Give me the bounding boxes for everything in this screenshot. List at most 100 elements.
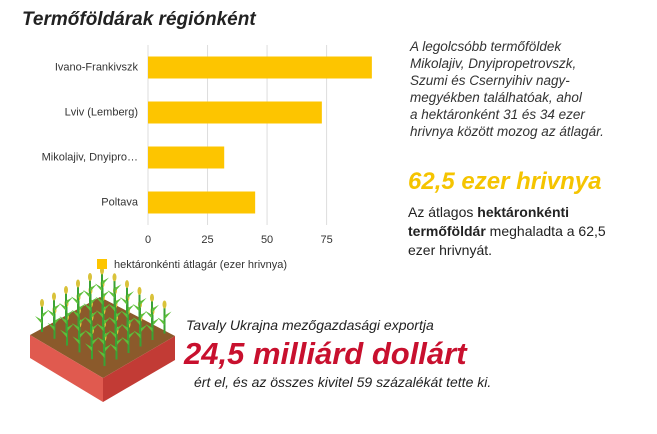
plant-leaf — [114, 284, 122, 293]
plant-leaf — [121, 323, 128, 332]
plant-leaf — [102, 277, 109, 286]
bold-text: hektáronkénti termőföldár — [408, 204, 570, 239]
plant-leaf — [72, 336, 80, 345]
plant-leaf — [91, 323, 99, 332]
plant-leaf — [109, 330, 116, 339]
plant-leaf — [103, 304, 110, 313]
plant-leaf — [96, 323, 104, 332]
plant-leaf — [47, 322, 55, 331]
plant-leaf — [164, 311, 172, 320]
plant-leaf — [128, 331, 136, 339]
plant-leaf — [79, 317, 86, 326]
plant-leaf — [104, 344, 112, 352]
plant-leaf — [145, 324, 153, 332]
plants — [35, 266, 172, 366]
plant-leaf — [116, 337, 124, 346]
plant-tip — [76, 279, 80, 288]
plant-leaf — [115, 310, 123, 319]
legend-swatch — [97, 259, 107, 269]
plant-tip — [112, 273, 117, 282]
plant-leaf — [139, 297, 147, 306]
x-tick-label: 25 — [201, 234, 213, 246]
plant-leaf — [96, 310, 103, 319]
note-line: a hektáronként 31 és 34 ezer — [410, 107, 585, 122]
bar — [148, 56, 372, 79]
plant-tip — [137, 286, 142, 295]
plant-leaf — [128, 317, 135, 326]
text: Az átlagos — [408, 204, 478, 220]
plant-leaf — [83, 290, 90, 298]
plant-leaf — [54, 316, 62, 325]
bar — [148, 101, 322, 124]
plant-leaf — [84, 329, 92, 338]
plant-tip — [162, 300, 167, 309]
plant-leaf — [132, 303, 140, 312]
x-tick-label: 50 — [261, 234, 273, 246]
y-tick-label: Mikolajiv, Dnyipro… — [42, 151, 138, 163]
note-line: A legolcsóbb termőföldek — [410, 39, 562, 54]
plant-leaf — [91, 310, 98, 319]
note-line: Szumi és Csernyihiv nagy- — [410, 73, 570, 88]
plant-leaf — [133, 330, 141, 339]
plant-tip — [88, 273, 92, 281]
plant-leaf — [78, 290, 85, 299]
footer-intro: Tavaly Ukrajna mezőgazdasági exportja — [186, 317, 434, 333]
plant-leaf — [71, 296, 78, 305]
plant-leaf — [90, 297, 98, 306]
description: Az átlagos hektáronkénti termőföldár meg… — [408, 203, 618, 260]
legend-label: hektáronkénti átlagár (ezer hrivnya) — [114, 259, 287, 271]
plant-leaf — [35, 316, 42, 324]
plant-leaf — [140, 311, 147, 320]
plant-leaf — [109, 343, 117, 352]
bar — [148, 191, 256, 214]
plant-leaf — [59, 316, 67, 325]
plant-leaf — [71, 309, 79, 318]
y-tick-label: Ivano-Frankivszk — [55, 61, 139, 73]
plant-leaf — [66, 310, 74, 319]
plant-tip — [125, 280, 129, 289]
plant-leaf — [115, 297, 122, 306]
plant-leaf — [103, 317, 111, 326]
bar — [148, 146, 225, 169]
plant-leaf — [59, 303, 66, 311]
chart-title: Termőföldárak régiónként — [22, 9, 256, 30]
plant-tip — [64, 286, 68, 294]
plant-leaf — [72, 323, 79, 332]
text: meghaladta a 62,5 ezer hrivnyát. — [408, 223, 606, 258]
plant-leaf — [78, 303, 86, 312]
note-line: megyékben találhatóak, ahol — [410, 90, 582, 105]
y-tick-label: Poltava — [101, 196, 139, 208]
plant-leaf — [116, 324, 123, 333]
plant-leaf — [47, 309, 54, 318]
plant-leaf — [67, 323, 74, 332]
plant-leaf — [108, 303, 115, 312]
plant-leaf — [152, 304, 159, 313]
plant-leaf — [83, 303, 91, 312]
plant-leaf — [120, 310, 128, 319]
y-tick-label: Lviv (Lemberg) — [65, 106, 138, 118]
plant-leaf — [121, 337, 129, 345]
note-line: Mikolajiv, Dnyipropetrovszk, — [410, 56, 577, 71]
plant-leaf — [84, 316, 91, 325]
plant-leaf — [85, 343, 92, 352]
plant-leaf — [157, 317, 165, 326]
plant-leaf — [107, 290, 115, 299]
plant-leaf — [95, 283, 102, 292]
plant-leaf — [104, 330, 111, 339]
plant-leaf — [92, 337, 99, 346]
plant-leaf — [90, 284, 97, 292]
footer-highlight: 24,5 milliárd dollárt — [184, 336, 467, 371]
plant-leaf — [152, 318, 160, 326]
plant-leaf — [66, 297, 73, 305]
plant-leaf — [97, 336, 104, 345]
plant-tip — [52, 292, 56, 301]
plant-tip — [150, 293, 154, 302]
plant-leaf — [54, 303, 61, 312]
plant-leaf — [97, 350, 105, 358]
plant-leaf — [79, 330, 87, 339]
plant-leaf — [108, 316, 116, 325]
field-side — [103, 336, 175, 402]
plant-leaf — [145, 310, 152, 319]
